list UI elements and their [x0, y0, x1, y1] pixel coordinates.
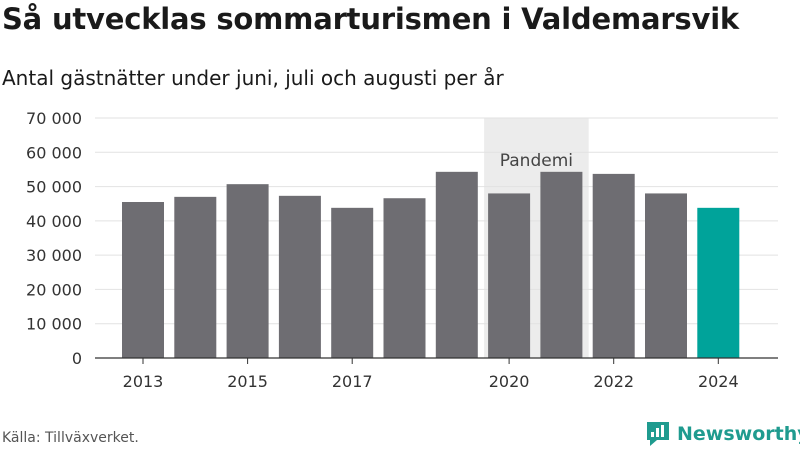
- bar-2019: [435, 171, 478, 358]
- y-tick-label: 40 000: [26, 212, 82, 231]
- bar-2014: [174, 196, 217, 358]
- bar-2022: [592, 173, 635, 358]
- bar-2021: [540, 171, 583, 358]
- bar-2024: [697, 207, 740, 358]
- chart-subtitle: Antal gästnätter under juni, juli och au…: [2, 66, 504, 90]
- y-tick-label: 10 000: [26, 315, 82, 334]
- source-note: Källa: Tillväxverket.: [2, 430, 139, 446]
- bar-2023: [645, 193, 687, 358]
- brand-name: Newsworthy: [677, 423, 800, 445]
- bar-chart: Pandemi 0 10 000 20 000 30 000 40 000 50 000 6…: [26, 109, 778, 391]
- y-tick-label: 20 000: [26, 280, 82, 299]
- bar-2018: [383, 198, 426, 358]
- y-tick-label: 0: [72, 349, 82, 368]
- newsworthy-logo-icon: [647, 422, 669, 446]
- bars: [122, 171, 740, 358]
- y-tick-label: 70 000: [26, 109, 82, 128]
- x-tick-label: 2017: [332, 372, 373, 391]
- bar-2017: [331, 207, 374, 358]
- chart-title: Så utvecklas sommarturismen i Valdemarsv…: [2, 2, 740, 36]
- y-tick-label: 50 000: [26, 178, 82, 197]
- bar-2020: [488, 193, 531, 358]
- x-tick-label: 2013: [123, 372, 164, 391]
- pandemic-label: Pandemi: [500, 151, 573, 171]
- y-axis-ticks: 0 10 000 20 000 30 000 40 000 50 000 60 000 70 …: [26, 109, 82, 368]
- y-tick-label: 60 000: [26, 143, 82, 162]
- bar-2015: [226, 184, 269, 358]
- y-tick-label: 30 000: [26, 246, 82, 265]
- x-tick-label: 2015: [227, 372, 268, 391]
- x-tick-label: 2020: [489, 372, 530, 391]
- bar-2016: [278, 195, 321, 358]
- x-tick-label: 2024: [698, 372, 739, 391]
- x-axis-ticks: 2013 2015 2017 2020 2022 2024: [123, 358, 739, 391]
- newsworthy-logo: Newsworthy: [645, 420, 800, 448]
- x-tick-label: 2022: [593, 372, 634, 391]
- bar-2013: [122, 202, 164, 358]
